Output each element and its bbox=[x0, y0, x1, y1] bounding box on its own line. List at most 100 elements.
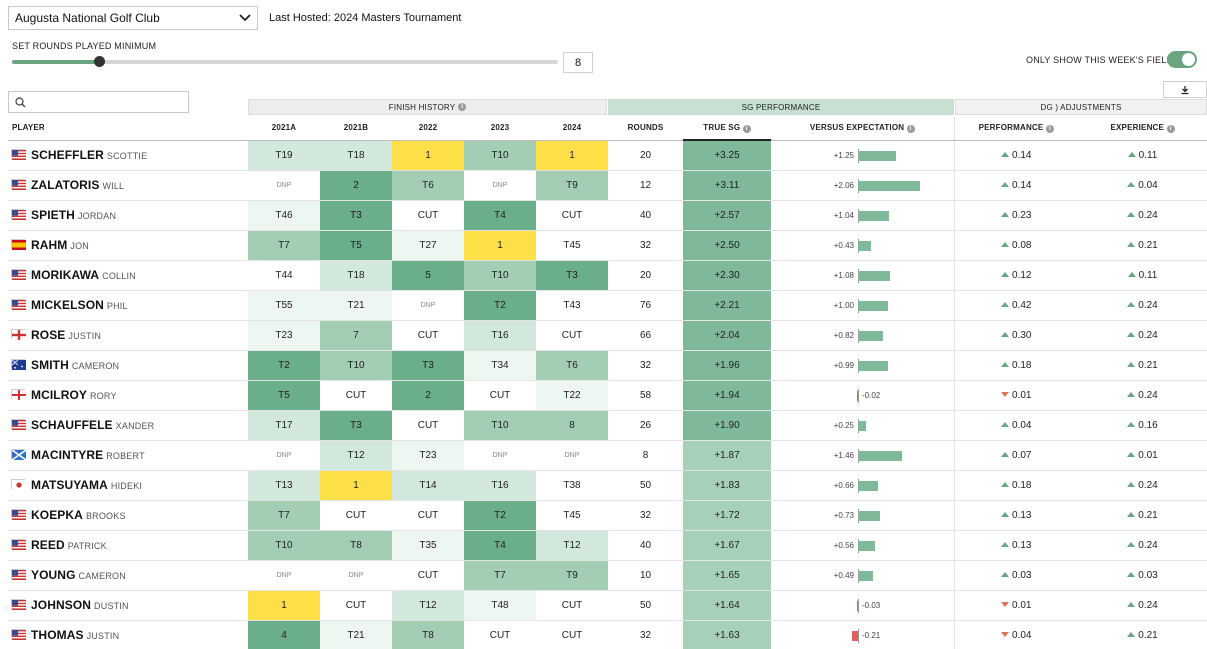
table-row[interactable]: SCHEFFLER SCOTTIE T19 T18 1 T10 1 20 +3.25 +1.25… bbox=[8, 140, 1207, 171]
table-row[interactable]: THOMAS JUSTIN 4 T21 T8 CUT CUT 32 +1.63 -0.21 0.… bbox=[8, 620, 1207, 649]
flag-us-icon bbox=[11, 149, 26, 160]
col-2023[interactable]: 2023 bbox=[464, 116, 536, 141]
sg-performance-header: SG PERFORMANCE bbox=[608, 99, 954, 115]
table-row[interactable]: KOEPKA BROOKS T7 CUT CUT T2 T45 32 +1.72 +0.73 0… bbox=[8, 500, 1207, 531]
true-sg-cell: +3.25 bbox=[683, 140, 771, 171]
field-toggle[interactable] bbox=[1167, 51, 1197, 68]
versus-expectation-bar bbox=[858, 240, 871, 251]
table-row[interactable]: ROSE JUSTIN T23 7 CUT T16 CUT 66 +2.04 +0.82 0.3… bbox=[8, 320, 1207, 351]
experience-value: 0.24 bbox=[1138, 329, 1158, 341]
player-last-name: REED bbox=[31, 538, 65, 552]
player-cell[interactable]: MCILROY RORY bbox=[8, 380, 248, 411]
table-row[interactable]: SCHAUFFELE XANDER T17 T3 CUT T10 8 26 +1.90 +0.2… bbox=[8, 410, 1207, 441]
rounds-cell: 32 bbox=[608, 620, 683, 649]
slider-handle[interactable] bbox=[94, 56, 106, 67]
finish-2021a: 4 bbox=[248, 620, 320, 649]
player-cell[interactable]: MACINTYRE ROBERT bbox=[8, 440, 248, 471]
player-first-name: JUSTIN bbox=[86, 631, 120, 641]
experience-value: 0.03 bbox=[1138, 569, 1158, 581]
table-row[interactable]: MCILROY RORY T5 CUT 2 CUT T22 58 +1.94 -0.02 0.0… bbox=[8, 380, 1207, 411]
up-arrow-icon bbox=[1001, 511, 1010, 517]
player-cell[interactable]: MATSUYAMA HIDEKI bbox=[8, 470, 248, 501]
player-cell[interactable]: SPIETH JORDAN bbox=[8, 200, 248, 231]
rounds-cell: 20 bbox=[608, 260, 683, 291]
versus-expectation-cell: +0.73 bbox=[771, 500, 954, 531]
versus-expectation-bar bbox=[858, 180, 920, 191]
player-cell[interactable]: SCHEFFLER SCOTTIE bbox=[8, 140, 248, 171]
col-rounds[interactable]: ROUNDS bbox=[608, 116, 683, 141]
col-2021a[interactable]: 2021A bbox=[248, 116, 320, 141]
performance-cell: 0.42 bbox=[953, 290, 1078, 321]
versus-expectation-bar bbox=[858, 300, 888, 311]
col-2024[interactable]: 2024 bbox=[536, 116, 608, 141]
performance-cell: 0.01 bbox=[953, 380, 1078, 411]
rounds-minimum-value[interactable]: 8 bbox=[563, 52, 593, 73]
player-cell[interactable]: ZALATORIS WILL bbox=[8, 170, 248, 201]
player-cell[interactable]: SCHAUFFELE XANDER bbox=[8, 410, 248, 441]
dg-adjustments-header[interactable]: DG ) ADJUSTMENTS bbox=[955, 99, 1207, 115]
table-row[interactable]: ZALATORIS WILL DNP 2 T6 DNP T9 12 +3.11 +2.06 0.… bbox=[8, 170, 1207, 201]
player-cell[interactable]: JOHNSON DUSTIN bbox=[8, 590, 248, 621]
col-2022[interactable]: 2022 bbox=[392, 116, 464, 141]
player-cell[interactable]: YOUNG CAMERON bbox=[8, 560, 248, 591]
table-row[interactable]: JOHNSON DUSTIN 1 CUT T12 T48 CUT 50 +1.64 -0.03 … bbox=[8, 590, 1207, 621]
finish-2023: T4 bbox=[464, 200, 536, 231]
true-sg-cell: +1.63 bbox=[683, 620, 771, 649]
finish-2021b: CUT bbox=[320, 380, 392, 411]
finish-2022: CUT bbox=[392, 320, 464, 351]
experience-value: 0.24 bbox=[1138, 209, 1158, 221]
col-versus-expectation[interactable]: VERSUS EXPECTATION i bbox=[771, 116, 954, 141]
search-input[interactable] bbox=[29, 93, 185, 111]
player-cell[interactable]: ROSE JUSTIN bbox=[8, 320, 248, 351]
info-icon[interactable]: i bbox=[906, 124, 915, 133]
info-icon[interactable]: i bbox=[458, 103, 467, 111]
col-2021b[interactable]: 2021B bbox=[320, 116, 392, 141]
table-row[interactable]: YOUNG CAMERON DNP DNP CUT T7 T9 10 +1.65 +0.49 0… bbox=[8, 560, 1207, 591]
player-cell[interactable]: REED PATRICK bbox=[8, 530, 248, 561]
performance-value: 0.13 bbox=[1012, 509, 1032, 521]
finish-2021a: T23 bbox=[248, 320, 320, 351]
versus-expectation-cell: +0.49 bbox=[771, 560, 954, 591]
table-row[interactable]: RAHM JON T7 T5 T27 1 T45 32 +2.50 +0.43 0.08 0.21 bbox=[8, 230, 1207, 261]
table-row[interactable]: REED PATRICK T10 T8 T35 T4 T12 40 +1.67 +0.56 0.… bbox=[8, 530, 1207, 561]
performance-value: 0.23 bbox=[1012, 209, 1032, 221]
col-performance[interactable]: PERFORMANCE i bbox=[953, 116, 1078, 141]
player-cell[interactable]: SMITH CAMERON bbox=[8, 350, 248, 381]
versus-expectation-value: +0.43 bbox=[833, 240, 854, 250]
col-experience[interactable]: EXPERIENCE i bbox=[1078, 116, 1207, 141]
download-button[interactable] bbox=[1163, 81, 1207, 98]
player-cell[interactable]: THOMAS JUSTIN bbox=[8, 620, 248, 649]
finish-2022: CUT bbox=[392, 560, 464, 591]
player-last-name: SCHAUFFELE bbox=[31, 418, 113, 432]
info-icon[interactable]: i bbox=[1166, 124, 1175, 133]
player-cell[interactable]: MORIKAWA COLLIN bbox=[8, 260, 248, 291]
col-player[interactable]: PLAYER bbox=[8, 116, 248, 141]
player-cell[interactable]: MICKELSON PHIL bbox=[8, 290, 248, 321]
table-row[interactable]: MORIKAWA COLLIN T44 T18 5 T10 T3 20 +2.30 +1.08 … bbox=[8, 260, 1207, 291]
search-box[interactable] bbox=[8, 91, 189, 113]
up-arrow-icon bbox=[1127, 301, 1136, 307]
player-first-name: JUSTIN bbox=[68, 331, 102, 341]
versus-expectation-cell: +1.25 bbox=[771, 140, 954, 171]
rounds-minimum-slider[interactable] bbox=[12, 56, 558, 67]
finish-2023: T7 bbox=[464, 560, 536, 591]
player-first-name: COLLIN bbox=[102, 271, 136, 281]
col-versus-expectation-label: VERSUS EXPECTATION bbox=[809, 122, 905, 132]
table-row[interactable]: SMITH CAMERON T2 T10 T3 T34 T6 32 +1.96 +0.99 0.… bbox=[8, 350, 1207, 381]
course-select[interactable]: Augusta National Golf Club bbox=[8, 6, 258, 30]
info-icon[interactable]: i bbox=[742, 124, 751, 133]
table-row[interactable]: MICKELSON PHIL T55 T21 DNP T2 T43 76 +2.21 +1.00… bbox=[8, 290, 1207, 321]
finish-2022: CUT bbox=[392, 410, 464, 441]
table-row[interactable]: MATSUYAMA HIDEKI T13 1 T14 T16 T38 50 +1.83 +0.6… bbox=[8, 470, 1207, 501]
table-row[interactable]: MACINTYRE ROBERT DNP T12 T23 DNP DNP 8 +1.87 +1.… bbox=[8, 440, 1207, 471]
table-row[interactable]: SPIETH JORDAN T46 T3 CUT T4 CUT 40 +2.57 +1.04 0… bbox=[8, 200, 1207, 231]
player-cell[interactable]: KOEPKA BROOKS bbox=[8, 500, 248, 531]
player-cell[interactable]: RAHM JON bbox=[8, 230, 248, 261]
up-arrow-icon bbox=[1127, 211, 1136, 217]
finish-2021a: T19 bbox=[248, 140, 320, 171]
true-sg-cell: +1.67 bbox=[683, 530, 771, 561]
col-true-sg[interactable]: TRUE SG i bbox=[683, 116, 771, 141]
experience-cell: 0.21 bbox=[1078, 500, 1207, 531]
finish-2023: T16 bbox=[464, 320, 536, 351]
info-icon[interactable]: i bbox=[1045, 124, 1054, 133]
